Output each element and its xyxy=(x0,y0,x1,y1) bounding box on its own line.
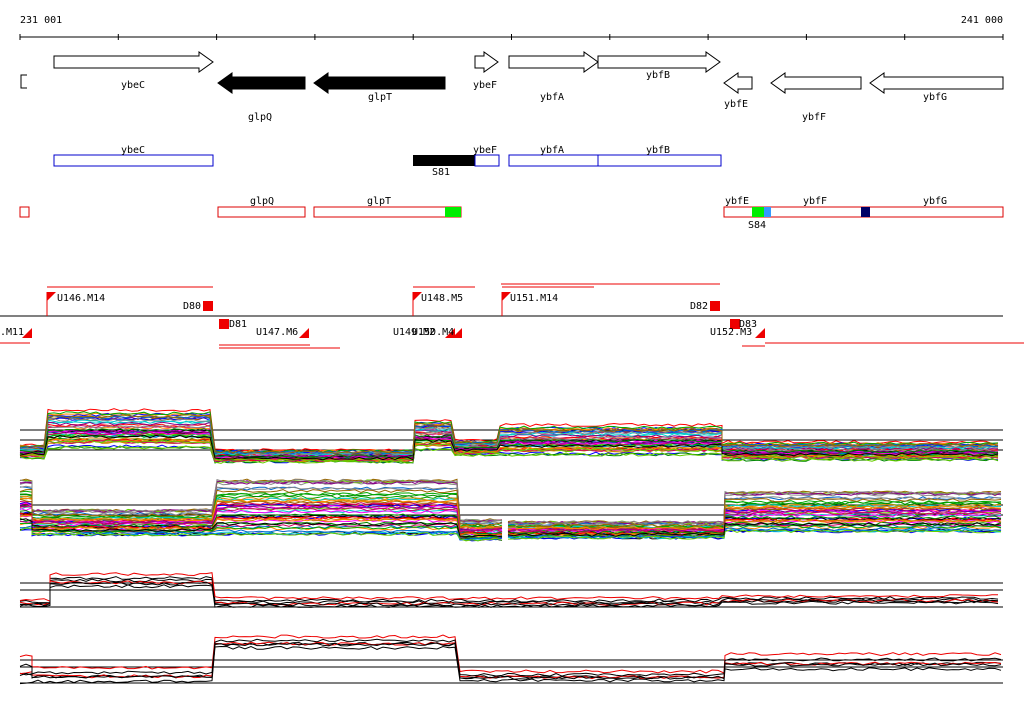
transcript-label: U151.M14 xyxy=(510,293,558,304)
ruler-start: 231 001 xyxy=(20,15,62,26)
expression-trace xyxy=(19,478,1002,525)
transcript-label: U150.M4 xyxy=(412,327,454,338)
terminator xyxy=(452,328,462,338)
gene-arrow xyxy=(723,72,753,94)
feature-label: ybfB xyxy=(646,145,670,156)
feature-label: ybfE xyxy=(725,196,749,207)
feature-label: glpT xyxy=(367,196,391,207)
promoter-box xyxy=(219,319,229,329)
gene-arrow xyxy=(474,51,499,73)
expression-trace xyxy=(19,581,999,607)
feature-box xyxy=(19,206,30,218)
feature-box xyxy=(508,154,599,167)
promoter-box xyxy=(710,301,720,311)
gene-label: ybfE xyxy=(724,99,748,110)
feature-seg xyxy=(861,207,870,217)
feature-box xyxy=(413,155,475,166)
feature-box xyxy=(217,206,306,218)
feature-label: ybeC xyxy=(121,145,145,156)
expression-trace xyxy=(19,584,999,608)
transcript-label: D81 xyxy=(229,319,247,330)
expression-trace xyxy=(19,518,1002,538)
gene-arrow xyxy=(869,72,1004,94)
expression-trace xyxy=(19,572,999,602)
terminator xyxy=(755,328,765,338)
gene-label: ybfB xyxy=(646,70,670,81)
flag xyxy=(47,292,56,301)
gene-label: ybeF xyxy=(473,80,497,91)
gene-label: glpQ xyxy=(248,112,272,123)
expression-trace xyxy=(19,408,998,452)
expression-trace xyxy=(19,634,1002,674)
feature-label: ybfF xyxy=(803,196,827,207)
transcript-label: D82 xyxy=(690,301,708,312)
promoter-box xyxy=(730,319,740,329)
ruler-end: 241 000 xyxy=(961,15,1003,26)
transcript-label: D80 xyxy=(183,301,201,312)
feature-seg xyxy=(445,207,461,217)
gene-arrow xyxy=(217,72,306,94)
feature-label: ybeF xyxy=(473,145,497,156)
expression-trace xyxy=(19,641,1002,680)
feature-label: ybfG xyxy=(923,196,947,207)
gene-arrow xyxy=(53,51,214,73)
expression-trace xyxy=(19,417,999,456)
expression-trace xyxy=(19,414,999,454)
terminator xyxy=(299,328,309,338)
feature-label: ybfA xyxy=(540,145,564,156)
feature-box xyxy=(597,154,722,167)
feature-seg xyxy=(752,207,764,217)
expression-trace xyxy=(19,445,999,464)
gene-label: ybfG xyxy=(923,92,947,103)
transcript-label: U148.M5 xyxy=(421,293,463,304)
feature-seg xyxy=(764,207,771,217)
segment-label: S84 xyxy=(748,220,766,231)
gene-label: ybfA xyxy=(540,92,564,103)
feature-box xyxy=(53,154,214,167)
transcript-label: .M11 xyxy=(0,327,24,338)
gene-label: ybeC xyxy=(121,80,145,91)
feature-box xyxy=(313,206,462,218)
flag xyxy=(502,292,511,301)
expression-trace xyxy=(19,514,1002,537)
expression-trace xyxy=(19,439,999,462)
gene-arrow xyxy=(597,51,721,73)
expression-trace xyxy=(19,488,1002,528)
gene-label: glpT xyxy=(368,92,392,103)
expression-trace xyxy=(19,576,999,604)
feature-box xyxy=(474,154,500,167)
expression-trace xyxy=(19,638,1002,677)
expression-trace xyxy=(19,429,999,459)
transcript-label: U146.M14 xyxy=(57,293,105,304)
transcript-label: U147.M6 xyxy=(256,327,298,338)
gene-arrow xyxy=(508,51,599,73)
segment-label: S81 xyxy=(432,167,450,178)
transcript-label: U152.M3 xyxy=(710,327,752,338)
gene-arrow xyxy=(313,72,446,94)
expression-trace xyxy=(19,428,999,459)
expression-trace xyxy=(19,421,999,457)
expression-trace xyxy=(19,645,1002,685)
gene-arrow xyxy=(770,72,862,94)
terminator xyxy=(445,328,455,338)
transcript-label: D83 xyxy=(739,319,757,330)
gene-fragment xyxy=(20,74,27,89)
terminator xyxy=(22,328,32,338)
expression-trace xyxy=(19,434,999,461)
expression-trace xyxy=(19,505,1002,533)
flag xyxy=(413,292,422,301)
gene-label: ybfF xyxy=(802,112,826,123)
transcript-label: U149.M2 xyxy=(393,327,435,338)
expression-trace xyxy=(19,527,1002,542)
expression-trace xyxy=(19,497,1002,531)
feature-label: glpQ xyxy=(250,196,274,207)
expression-trace xyxy=(19,431,999,460)
expression-trace xyxy=(19,642,1002,680)
promoter-box xyxy=(203,301,213,311)
